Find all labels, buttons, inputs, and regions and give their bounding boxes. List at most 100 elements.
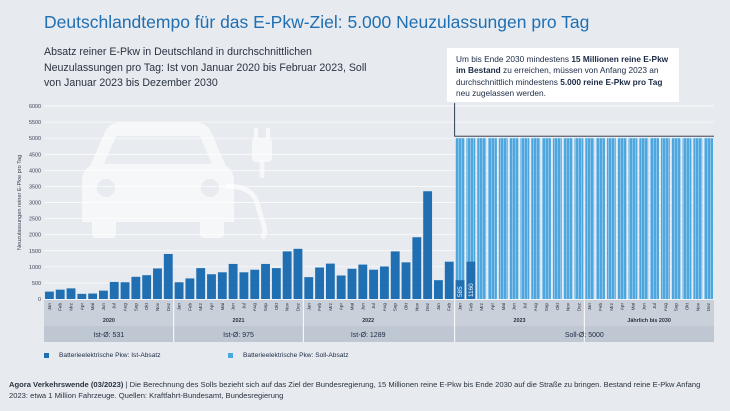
soll-bar [660,138,670,299]
callout-box: Um bis Ende 2030 mindestens 15 Millionen… [447,48,679,102]
ist-bar [207,274,216,299]
x-tick-label: Mai [349,303,354,310]
y-tick-label: 3000 [29,201,41,207]
soll-bar [542,138,551,299]
average-label: Ist-Ø: 531 [93,332,124,339]
callout-text-3: neu zugelassen werden. [456,88,546,99]
ist-bar [434,280,443,299]
x-tick-label: Mai [90,303,95,310]
x-tick-label: Jul [522,303,527,309]
footer-text: | Die Berechnung des Solls bezieht sich … [9,380,701,400]
x-tick-label: Feb [317,303,322,311]
x-tick-label: Okt [404,302,409,310]
data-label: 585 [457,286,464,297]
y-axis-label: Neuzulassungen reiner E-Pkw pro Tag [17,155,23,250]
year-label: Jährlich bis 2030 [627,318,670,324]
x-tick-label: Dez [706,302,711,311]
x-tick-label: Feb [468,303,473,311]
ist-bar [325,263,335,299]
x-tick-label: Feb [598,303,603,311]
y-tick-label: 2000 [29,233,41,239]
x-tick-label: Aug [252,303,257,312]
x-tick-label: Jan [587,303,592,311]
ist-bar [217,272,227,299]
legend-swatch-ist [44,353,49,358]
x-tick-label: Sep [674,303,679,312]
y-tick-label: 0 [38,297,41,303]
x-tick-label: Mrz [328,302,333,310]
x-tick-label: Aug [123,303,128,312]
ist-bar [120,282,130,299]
x-tick-label: Aug [663,303,668,312]
y-tick-label: 5000 [29,136,41,142]
year-label: 2021 [233,318,245,324]
x-tick-label: Feb [58,303,63,311]
ist-bar [412,237,422,299]
ist-bar [390,251,400,299]
ist-bar-2023 [466,261,476,299]
x-tick-label: Okt [684,302,689,310]
x-tick-label: Jan [177,303,182,311]
callout-bold-1: 15 Millionen reine E-Pkw im Bestand [456,54,669,76]
ist-bar [369,269,379,299]
y-tick-label: 4500 [29,152,41,158]
x-tick-label: Okt [144,302,149,310]
soll-bar [488,138,497,299]
average-label: Soll-Ø: 5000 [565,332,604,339]
legend-item-ist: Batterieelektrische Pkw: Ist-Absatz [44,352,161,359]
ist-bar [239,272,249,299]
ist-bar [347,268,357,299]
data-label: 1160 [468,283,475,297]
y-tick-label: 1500 [29,249,41,255]
ist-bar [99,290,108,299]
x-tick-label: Apr [339,303,344,311]
charging-plug-body [252,128,272,162]
ist-bar [444,261,454,299]
ist-bar [131,276,141,299]
soll-bar [628,138,638,299]
x-tick-label: Nov [695,302,700,311]
soll-bar [682,138,692,299]
x-tick-label: Mai [501,303,506,310]
year-label: 2020 [103,318,115,324]
chart-subtitle: Absatz reiner E-Pkw in Deutschland in du… [44,46,367,89]
x-tick-label: Jun [101,303,106,311]
x-tick-label: Okt [274,302,279,310]
soll-bar [671,138,681,299]
soll-bar [563,138,573,299]
ist-bar [142,275,152,299]
ist-bar [109,281,119,299]
soll-bar [704,138,714,299]
soll-bar [639,138,649,299]
x-tick-label: Aug [382,303,387,312]
soll-bar [520,138,530,299]
x-tick-label: Sep [133,303,138,312]
charging-plug-icon [225,160,268,240]
soll-bar [693,138,703,299]
ist-bar [315,267,324,299]
ist-bar [401,262,411,299]
ist-bar [304,277,314,299]
year-label: 2023 [513,318,525,324]
soll-bar [466,138,476,299]
x-tick-label: Jul [371,303,376,309]
x-tick-label: Aug [533,303,538,312]
legend-item-soll: Batterieelektrische Pkw: Soll-Absatz [228,352,349,359]
y-tick-label: 500 [32,281,41,287]
soll-bar [498,138,508,299]
x-tick-label: Mai [220,303,225,310]
year-label: 2022 [362,318,374,324]
y-tick-label: 6000 [29,104,41,110]
ist-bar [185,278,195,299]
x-tick-label: Apr [490,303,495,311]
ist-bar [88,293,98,299]
ist-bar [66,288,76,299]
ist-bar [423,191,433,299]
car-window-icon [97,136,219,197]
x-tick-label: Nov [566,302,571,311]
soll-bar [477,138,487,299]
x-tick-label: Jul [241,303,246,309]
ist-bar [55,289,65,299]
x-tick-label: Dez [166,302,171,311]
soll-bar [606,138,616,299]
